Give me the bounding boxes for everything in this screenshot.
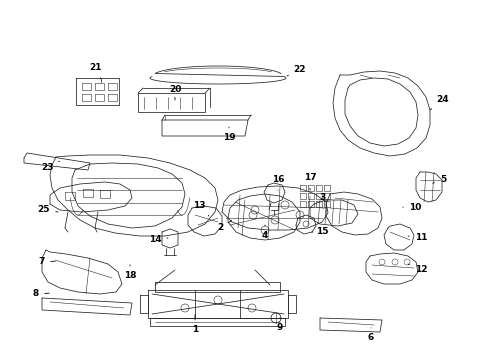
- Text: 22: 22: [286, 66, 305, 76]
- Text: 20: 20: [168, 85, 181, 100]
- Text: 7: 7: [39, 257, 55, 266]
- Text: 25: 25: [38, 206, 58, 215]
- Text: 16: 16: [271, 175, 284, 190]
- Text: 23: 23: [41, 161, 60, 171]
- Text: 17: 17: [303, 174, 316, 190]
- Text: 12: 12: [407, 264, 427, 274]
- Text: 15: 15: [311, 228, 327, 237]
- Text: 21: 21: [90, 63, 102, 79]
- Text: 11: 11: [407, 234, 427, 243]
- Text: 19: 19: [222, 127, 235, 143]
- Text: 14: 14: [148, 234, 168, 243]
- Text: 5: 5: [432, 175, 445, 184]
- Text: 8: 8: [33, 289, 49, 298]
- Text: 24: 24: [429, 95, 448, 110]
- Text: 9: 9: [276, 318, 283, 333]
- Text: 2: 2: [217, 221, 231, 233]
- Text: 10: 10: [402, 203, 420, 212]
- Text: 18: 18: [123, 265, 136, 280]
- Text: 3: 3: [319, 194, 325, 208]
- Text: 6: 6: [367, 328, 373, 342]
- Text: 1: 1: [191, 315, 198, 334]
- Text: 13: 13: [192, 202, 208, 216]
- Text: 4: 4: [261, 225, 267, 240]
